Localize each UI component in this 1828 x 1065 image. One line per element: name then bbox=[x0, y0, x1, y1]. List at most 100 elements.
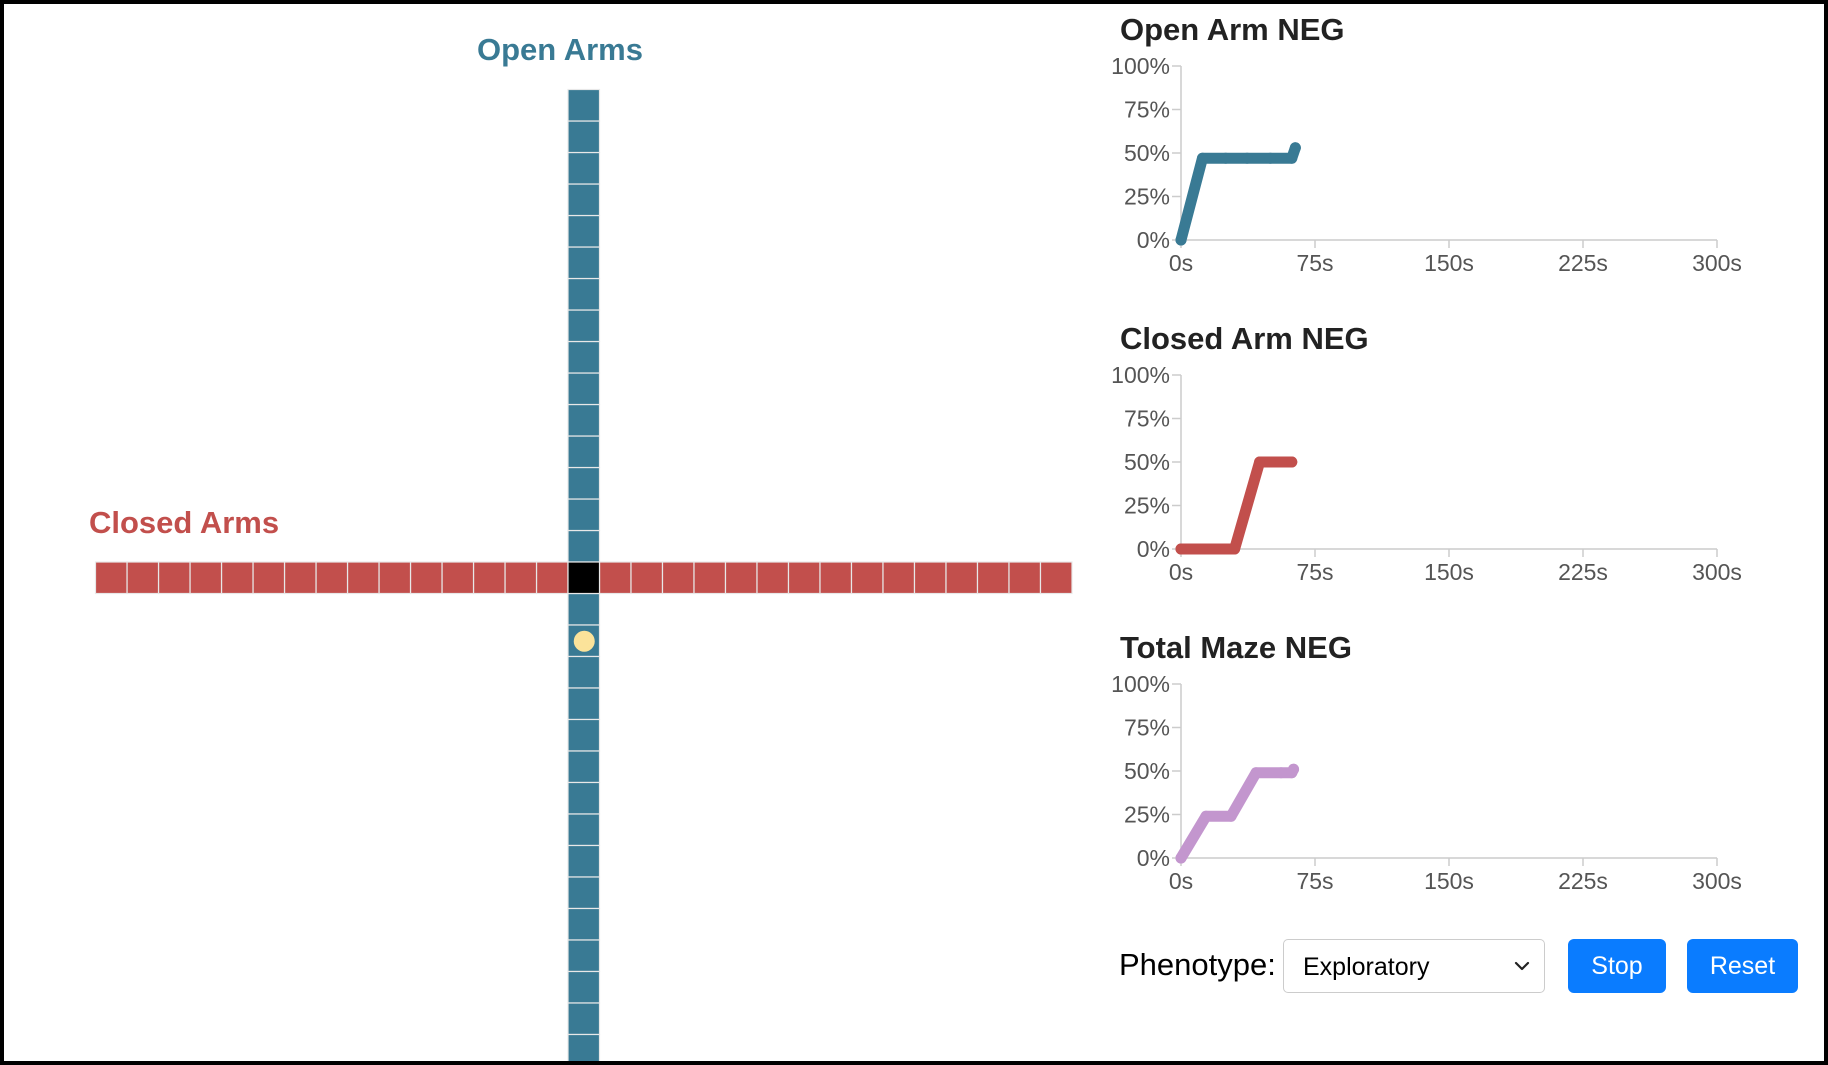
data-point bbox=[1175, 543, 1187, 555]
y-tick-label: 25% bbox=[1124, 802, 1170, 828]
closed-arm-cell bbox=[756, 561, 790, 595]
data-point bbox=[1220, 543, 1232, 555]
x-tick-label: 225s bbox=[1558, 559, 1608, 585]
y-tick-label: 100% bbox=[1111, 671, 1170, 697]
y-tick-label: 25% bbox=[1124, 493, 1170, 519]
closed-arm-cell bbox=[346, 561, 380, 595]
y-tick-label: 50% bbox=[1124, 758, 1170, 784]
data-point bbox=[1200, 810, 1212, 822]
closed-arm-cell bbox=[850, 561, 884, 595]
closed-arm-cell bbox=[126, 561, 160, 595]
data-point bbox=[1220, 152, 1232, 164]
data-point bbox=[1264, 456, 1276, 468]
closed-arm-cell bbox=[1008, 561, 1042, 595]
open-arm-cell bbox=[567, 183, 601, 217]
x-tick-label: 150s bbox=[1424, 559, 1474, 585]
data-point bbox=[1196, 152, 1208, 164]
open-arm-cell bbox=[567, 655, 601, 689]
open-arm-cell bbox=[567, 813, 601, 847]
total-maze-neg-chart: 0% 25% 50% 75% 100% 0s 75s 150s 225s 300s bbox=[1111, 671, 1742, 894]
total-maze-neg-title: Total Maze NEG bbox=[1120, 630, 1352, 665]
open-arm-cell bbox=[567, 309, 601, 343]
closed-arm-cell bbox=[189, 561, 223, 595]
open-arm-cell bbox=[567, 750, 601, 784]
open-arm-cell bbox=[567, 592, 601, 626]
closed-arm-cell bbox=[913, 561, 947, 595]
series-line bbox=[1175, 456, 1298, 555]
open-arm-neg-title: Open Arm NEG bbox=[1120, 12, 1345, 47]
x-tick-label: 0s bbox=[1169, 250, 1193, 276]
reset-button[interactable]: Reset bbox=[1687, 939, 1798, 993]
closed-arm-cell bbox=[1039, 561, 1073, 595]
closed-arm-cell bbox=[252, 561, 286, 595]
closed-arm-cell bbox=[535, 561, 569, 595]
open-arm-cell bbox=[567, 781, 601, 815]
data-point bbox=[1289, 142, 1301, 154]
data-point bbox=[1286, 456, 1298, 468]
y-tick-label: 75% bbox=[1124, 97, 1170, 123]
open-arm-cell bbox=[567, 907, 601, 941]
closed-arm-cell bbox=[882, 561, 916, 595]
series-line bbox=[1175, 763, 1300, 864]
phenotype-label: Phenotype: bbox=[1119, 947, 1276, 982]
y-tick-label: 75% bbox=[1124, 406, 1170, 432]
data-point bbox=[1225, 810, 1237, 822]
closed-arm-cell bbox=[976, 561, 1010, 595]
data-point bbox=[1250, 767, 1262, 779]
data-point bbox=[1275, 767, 1287, 779]
x-tick-label: 300s bbox=[1692, 868, 1742, 894]
data-point bbox=[1229, 543, 1241, 555]
subject-marker bbox=[573, 630, 595, 652]
x-tick-label: 300s bbox=[1692, 250, 1742, 276]
data-point bbox=[1241, 152, 1253, 164]
open-arm-cell bbox=[567, 340, 601, 374]
closed-arm-neg-title: Closed Arm NEG bbox=[1120, 321, 1369, 356]
simulation-app: Open Arms Closed Arms Open Arm NEG 0% 25%… bbox=[4, 4, 1824, 1061]
chevron-down-icon bbox=[1514, 961, 1530, 971]
data-point bbox=[1286, 152, 1298, 164]
closed-arm-cell bbox=[693, 561, 727, 595]
x-tick-label: 75s bbox=[1296, 559, 1333, 585]
x-tick-label: 75s bbox=[1296, 250, 1333, 276]
data-point bbox=[1175, 234, 1187, 246]
closed-arm-cell bbox=[787, 561, 821, 595]
y-tick-label: 50% bbox=[1124, 449, 1170, 475]
open-arm-cell bbox=[567, 939, 601, 973]
open-arm-cell bbox=[567, 1033, 601, 1061]
y-tick-label: 0% bbox=[1137, 536, 1170, 562]
closed-arms-label: Closed Arms bbox=[89, 505, 280, 540]
closed-arm-cell bbox=[504, 561, 538, 595]
closed-arm-cell bbox=[598, 561, 632, 595]
y-tick-label: 25% bbox=[1124, 184, 1170, 210]
open-arm-cell bbox=[567, 687, 601, 721]
open-arm-cell bbox=[567, 214, 601, 248]
open-arm-cell bbox=[567, 718, 601, 752]
y-tick-label: 100% bbox=[1111, 362, 1170, 388]
open-arm-neg-chart: 0% 25% 50% 75% 100% 0s 75s 150s 225s 300s bbox=[1111, 53, 1742, 276]
x-tick-label: 225s bbox=[1558, 250, 1608, 276]
open-arm-cell bbox=[567, 277, 601, 311]
data-point bbox=[1175, 852, 1187, 864]
x-tick-label: 0s bbox=[1169, 868, 1193, 894]
y-tick-label: 100% bbox=[1111, 53, 1170, 79]
open-arm-cell bbox=[567, 970, 601, 1004]
x-tick-label: 150s bbox=[1424, 868, 1474, 894]
closed-arm-cell bbox=[661, 561, 695, 595]
stop-button[interactable]: Stop bbox=[1568, 939, 1666, 993]
y-tick-label: 0% bbox=[1137, 227, 1170, 253]
closed-arm-cell bbox=[283, 561, 317, 595]
center-cell bbox=[567, 561, 601, 595]
open-arm-cell bbox=[567, 372, 601, 406]
x-tick-label: 75s bbox=[1296, 868, 1333, 894]
x-tick-label: 0s bbox=[1169, 559, 1193, 585]
open-arm-cell bbox=[567, 151, 601, 185]
data-point bbox=[1264, 152, 1276, 164]
x-tick-label: 150s bbox=[1424, 250, 1474, 276]
y-tick-label: 50% bbox=[1124, 140, 1170, 166]
data-point bbox=[1288, 763, 1300, 775]
open-arm-cell bbox=[567, 246, 601, 280]
closed-arm-cell bbox=[472, 561, 506, 595]
y-tick-label: 0% bbox=[1137, 845, 1170, 871]
y-tick-label: 75% bbox=[1124, 715, 1170, 741]
phenotype-select[interactable]: Exploratory bbox=[1283, 939, 1545, 993]
